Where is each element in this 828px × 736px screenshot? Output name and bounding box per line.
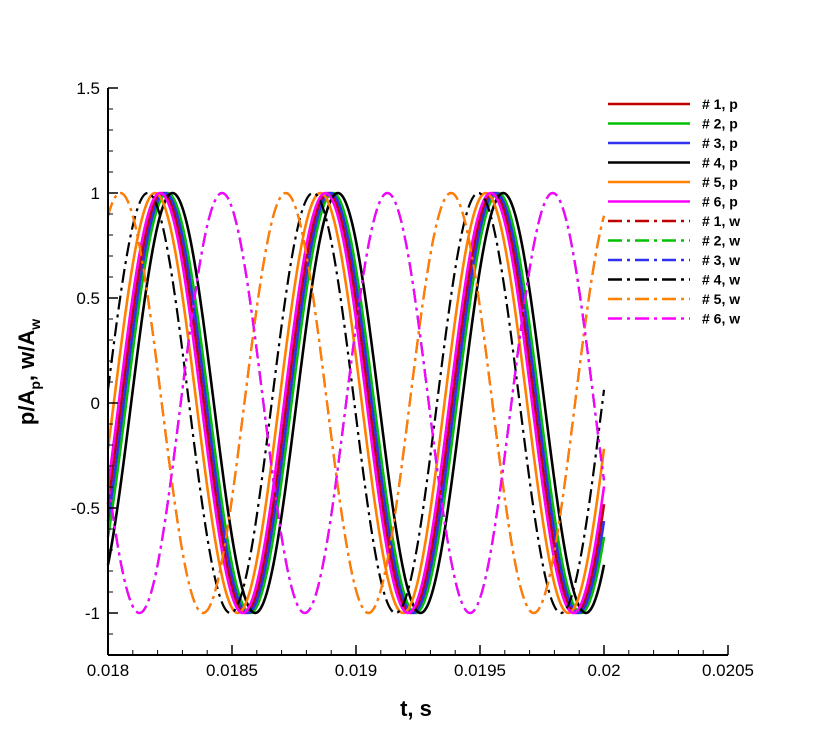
legend-label: # 2, w <box>702 233 740 249</box>
legend: # 1, p # 2, p # 3, p # 4, p # 5, p # 6, p # 1,… <box>608 96 740 327</box>
x-axis-title: t, s <box>400 696 432 721</box>
y-tick-label: 1 <box>91 184 100 203</box>
y-tick-label: -0.5 <box>71 499 100 518</box>
ticks-layer: 0.018 0.0185 0.019 0.0195 0.02 0.0205 1.5 1 0.5 0… <box>71 79 754 680</box>
x-tick-label: 0.019 <box>335 661 378 680</box>
y-tick-label: 1.5 <box>76 79 100 98</box>
legend-label: # 3, p <box>702 135 738 151</box>
series-line-6-w <box>106 191 606 615</box>
x-tick-label: 0.02 <box>587 661 620 680</box>
x-tick-label: 0.018 <box>87 661 130 680</box>
series-line-4-w <box>106 191 606 615</box>
legend-label: # 6, w <box>702 311 740 327</box>
y-axis-title-sub1: p <box>27 381 43 390</box>
y-tick-label: -1 <box>85 604 100 623</box>
legend-label: # 1, p <box>702 96 738 112</box>
x-tick-label: 0.0185 <box>206 661 258 680</box>
series-line-3-p <box>106 191 606 615</box>
series-line-5-w <box>106 191 606 615</box>
legend-label: # 2, p <box>702 116 738 132</box>
series-layer <box>106 191 606 615</box>
y-axis-title-sub2: w <box>27 319 43 331</box>
y-tick-label: 0 <box>91 394 100 413</box>
legend-label: # 1, w <box>702 213 740 229</box>
legend-label: # 6, p <box>702 194 738 210</box>
series-line-1-p <box>106 191 606 615</box>
x-tick-label: 0.0195 <box>454 661 506 680</box>
x-tick-label: 0.0205 <box>702 661 754 680</box>
legend-label: # 4, p <box>702 155 738 171</box>
y-axis-title-part1: p/A <box>14 390 39 426</box>
series-line-2-p <box>106 191 606 615</box>
series-line-4-p <box>106 191 606 615</box>
y-axis-title: p/Ap, w/Aw <box>14 319 43 425</box>
legend-label: # 5, p <box>702 174 738 190</box>
y-axis-title-part2: , w/A <box>14 330 39 381</box>
axes-layer <box>107 88 728 656</box>
legend-label: # 5, w <box>702 291 740 307</box>
legend-label: # 4, w <box>702 272 740 288</box>
series-line-5-p <box>106 191 606 615</box>
y-tick-label: 0.5 <box>76 289 100 308</box>
legend-label: # 3, w <box>702 252 740 268</box>
